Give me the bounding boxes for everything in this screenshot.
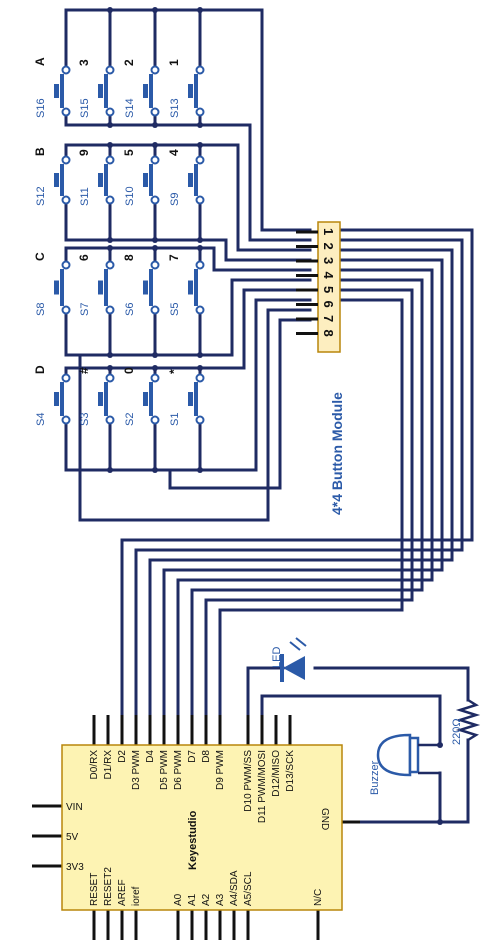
- switch-s11: S11 9: [77, 149, 115, 206]
- switch-id-label: S12: [35, 186, 47, 206]
- module-pin-2: 2: [321, 243, 336, 250]
- switch-id-label: S13: [169, 98, 181, 118]
- led-label: LED: [271, 647, 283, 668]
- digital-pin-label: D10 PWM/SS: [243, 750, 254, 812]
- switch-id-label: S11: [79, 187, 91, 206]
- led: LED: [271, 637, 307, 682]
- switch-key-label: 8: [122, 254, 136, 261]
- resistor-label: 220Ω: [451, 718, 463, 745]
- switch-key-label: A: [33, 57, 47, 66]
- keypad-4x4: S16AS153S142S131S12BS119S105S94S8CS76S68…: [33, 57, 205, 426]
- module-pin-6: 6: [321, 301, 336, 308]
- module-pin-1: 1: [321, 228, 336, 235]
- bottom-pin-label: RESET2: [103, 867, 114, 906]
- switch-key-label: 6: [77, 254, 91, 261]
- digital-pin-label: D4: [145, 750, 156, 763]
- switch-key-label: #: [77, 367, 91, 374]
- switch-id-label: S3: [79, 413, 91, 426]
- digital-pin-label: D12/MISO: [271, 750, 282, 797]
- analog-pin-label: A1: [187, 893, 198, 906]
- power-pin-label: VIN: [66, 802, 83, 813]
- switch-key-label: 3: [77, 59, 91, 66]
- switch-id-label: S7: [79, 303, 91, 316]
- digital-pin-label: D3 PWM: [131, 750, 142, 790]
- module-title: 4*4 Button Module: [329, 392, 345, 515]
- switch-key-label: 0: [122, 367, 136, 374]
- switch-s4: S4 D: [33, 365, 71, 426]
- button-module-connector: 1 2 3 4 5 6 7 8 4*4 Button Module: [296, 221, 345, 515]
- switch-id-label: S15: [79, 98, 91, 118]
- switch-key-label: 7: [167, 254, 181, 261]
- module-pin-8: 8: [321, 330, 336, 337]
- switch-id-label: S1: [169, 413, 181, 426]
- module-pin-3: 3: [321, 257, 336, 264]
- digital-pin-label: D0/RX: [89, 750, 100, 780]
- switch-id-label: S6: [124, 303, 136, 316]
- bottom-pin-label: RESET: [89, 873, 100, 906]
- switch-id-label: S14: [124, 98, 136, 118]
- switch-key-label: 1: [167, 59, 181, 66]
- junction-dots: [107, 7, 443, 825]
- switch-id-label: S9: [169, 193, 181, 206]
- switch-key-label: 2: [122, 59, 136, 66]
- resistor: 220Ω: [451, 698, 481, 745]
- nc-pin-label: N/C: [313, 889, 324, 906]
- switch-s10: S10 5: [122, 149, 160, 206]
- switch-s5: S5 7: [167, 254, 205, 316]
- switch-id-label: S2: [124, 413, 136, 426]
- switch-s15: S15 3: [77, 59, 115, 118]
- switch-key-label: 4: [167, 149, 181, 156]
- digital-pin-label: D9 PWM: [215, 750, 226, 790]
- digital-pin-label: D7: [187, 750, 198, 763]
- switch-key-label: D: [33, 365, 47, 374]
- switch-s1: S1 *: [167, 369, 205, 426]
- switch-id-label: S8: [35, 303, 47, 316]
- analog-pin-label: A0: [173, 893, 184, 906]
- module-pin-5: 5: [321, 286, 336, 293]
- power-pin-label: 3V3: [66, 862, 84, 873]
- switch-s8: S8 C: [33, 252, 71, 316]
- switch-id-label: S4: [35, 413, 47, 426]
- module-pin-7: 7: [321, 315, 336, 322]
- switch-id-label: S10: [124, 186, 136, 206]
- analog-pin-label: A5/SCL: [243, 871, 254, 906]
- switch-key-label: *: [167, 369, 181, 374]
- analog-pin-label: A2: [201, 893, 212, 906]
- digital-pin-label: D8: [201, 750, 212, 763]
- gnd-label: GND: [319, 808, 330, 830]
- switch-s6: S6 8: [122, 254, 160, 316]
- bottom-pin-label: AREF: [117, 879, 128, 906]
- buzzer-label: Buzzer: [369, 760, 381, 795]
- switch-s7: S7 6: [77, 254, 115, 316]
- bottom-pin-label: ioref: [131, 886, 142, 906]
- switch-key-label: B: [33, 147, 47, 156]
- switch-s9: S9 4: [167, 149, 205, 206]
- switch-key-label: 5: [122, 149, 136, 156]
- switch-s14: S14 2: [122, 59, 160, 118]
- power-pin-label: 5V: [66, 832, 79, 843]
- digital-pin-label: D2: [117, 750, 128, 763]
- keyestudio-board: Keyestudio D0/RX D1/RX D2 D3 PWM D4 D5 PWM D6 …: [32, 715, 360, 940]
- digital-pin-label: D1/RX: [103, 750, 114, 780]
- switch-s2: S2 0: [122, 367, 160, 426]
- digital-pin-label: D5 PWM: [159, 750, 170, 790]
- switch-s12: S12 B: [33, 147, 71, 206]
- digital-pin-label: D13/SCK: [285, 750, 296, 792]
- switch-key-label: 9: [77, 149, 91, 156]
- switch-id-label: S5: [169, 303, 181, 316]
- analog-pin-label: A4/SDA: [229, 870, 240, 906]
- switch-id-label: S16: [35, 98, 47, 118]
- digital-pin-label: D11 PWM/MOSI: [257, 750, 268, 823]
- switch-key-label: C: [33, 252, 47, 261]
- switch-s3: S3 #: [77, 367, 115, 426]
- buzzer: Buzzer: [369, 733, 440, 795]
- switch-s13: S13 1: [167, 59, 205, 118]
- switch-s16: S16 A: [33, 57, 71, 118]
- module-pin-4: 4: [321, 272, 336, 280]
- digital-pin-label: D6 PWM: [173, 750, 184, 790]
- analog-pin-label: A3: [215, 893, 226, 906]
- board-name: Keyestudio: [187, 810, 199, 870]
